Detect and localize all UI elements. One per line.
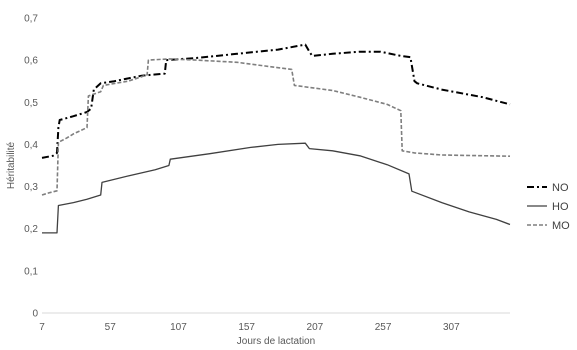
y-tick-label: 0 (32, 309, 38, 320)
x-tick-label: 157 (238, 322, 255, 333)
y-tick-label: 0,2 (24, 224, 38, 235)
y-tick-label: 0,7 (24, 14, 38, 25)
plot-area (41, 43, 511, 234)
x-tick-label: 307 (443, 322, 460, 333)
legend-label-mo: MO (552, 220, 570, 232)
series-line-mo (41, 58, 511, 196)
y-tick-label: 0,1 (24, 266, 38, 277)
x-tick-label: 57 (105, 322, 117, 333)
legend: NO HO MO (527, 182, 570, 232)
x-tick-label: 257 (375, 322, 392, 333)
x-tick-label: 7 (39, 322, 45, 333)
x-tick-label: 207 (307, 322, 324, 333)
x-axis-title: Jours de lactation (237, 336, 315, 347)
y-tick-label: 0,4 (24, 140, 38, 151)
y-axis-title: Héritabilité (6, 141, 17, 189)
series-line-no (41, 43, 511, 159)
y-tick-label: 0,6 (24, 56, 38, 67)
legend-label-ho: HO (552, 201, 569, 213)
axes: 0 0,1 0,2 0,3 0,4 0,5 0,6 0,7 7 57 107 157 207 257 307 (24, 14, 510, 333)
y-tick-label: 0,3 (24, 182, 38, 193)
legend-label-no: NO (552, 182, 569, 194)
y-tick-label: 0,5 (24, 98, 38, 109)
x-tick-label: 107 (170, 322, 187, 333)
series-line-ho (42, 142, 511, 234)
